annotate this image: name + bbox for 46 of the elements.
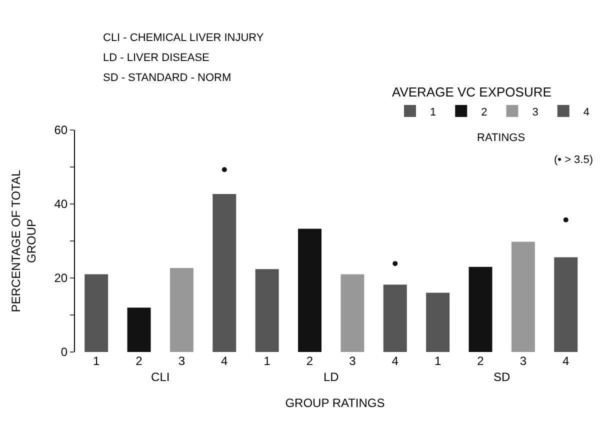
text: LD - LIVER DISEASE: [103, 52, 210, 64]
bar: [170, 268, 194, 352]
bar: [511, 242, 535, 352]
point: [392, 261, 398, 266]
x-axis-title: GROUP RATINGS: [285, 396, 385, 410]
bar: [554, 257, 578, 352]
bar: [383, 284, 407, 352]
text: 4: [392, 354, 398, 368]
annotation: (• > 3.5): [554, 154, 594, 166]
y-tick-label: 40: [54, 197, 68, 212]
y-tick-label: 20: [54, 271, 68, 286]
text: 1: [92, 354, 100, 368]
text: 3: [178, 354, 186, 368]
y-tick-label: 60: [54, 123, 68, 138]
text: 3: [520, 354, 527, 368]
text: 3: [349, 354, 356, 368]
bar: [340, 274, 364, 352]
text: 2: [477, 354, 484, 368]
bar: [468, 266, 492, 352]
bar: [255, 269, 279, 352]
x-tick-label: LD: [323, 370, 340, 384]
text: 2: [136, 354, 142, 368]
text: CLI - CHEMICAL LIVER INJURY: [103, 32, 264, 44]
bar: [426, 292, 450, 352]
x-tick-label: CLI: [151, 370, 170, 384]
point: [563, 217, 568, 222]
text: 4: [221, 354, 228, 368]
y-tick-label: 0: [60, 345, 68, 360]
legend-label: 1: [430, 106, 436, 118]
legend-title: AVERAGE VC EXPOSURE: [392, 84, 552, 100]
bar: [127, 308, 151, 352]
text: 2: [306, 354, 314, 368]
bar: [212, 194, 236, 352]
legend-label: 4: [583, 106, 590, 118]
text: 1: [264, 354, 270, 368]
annotation: RATINGS: [477, 132, 526, 144]
bar: [84, 274, 108, 352]
text: SD - STANDARD - NORM: [103, 72, 232, 84]
y-axis-title: PERCENTAGE OF TOTAL GROUP: [8, 169, 39, 312]
text: 1: [434, 354, 442, 368]
text: 4: [562, 354, 570, 368]
legend-label: 2: [481, 106, 488, 118]
bar: [298, 228, 322, 352]
point: [222, 167, 227, 172]
legend-label: 3: [532, 106, 538, 118]
x-tick-label: SD: [494, 370, 511, 384]
